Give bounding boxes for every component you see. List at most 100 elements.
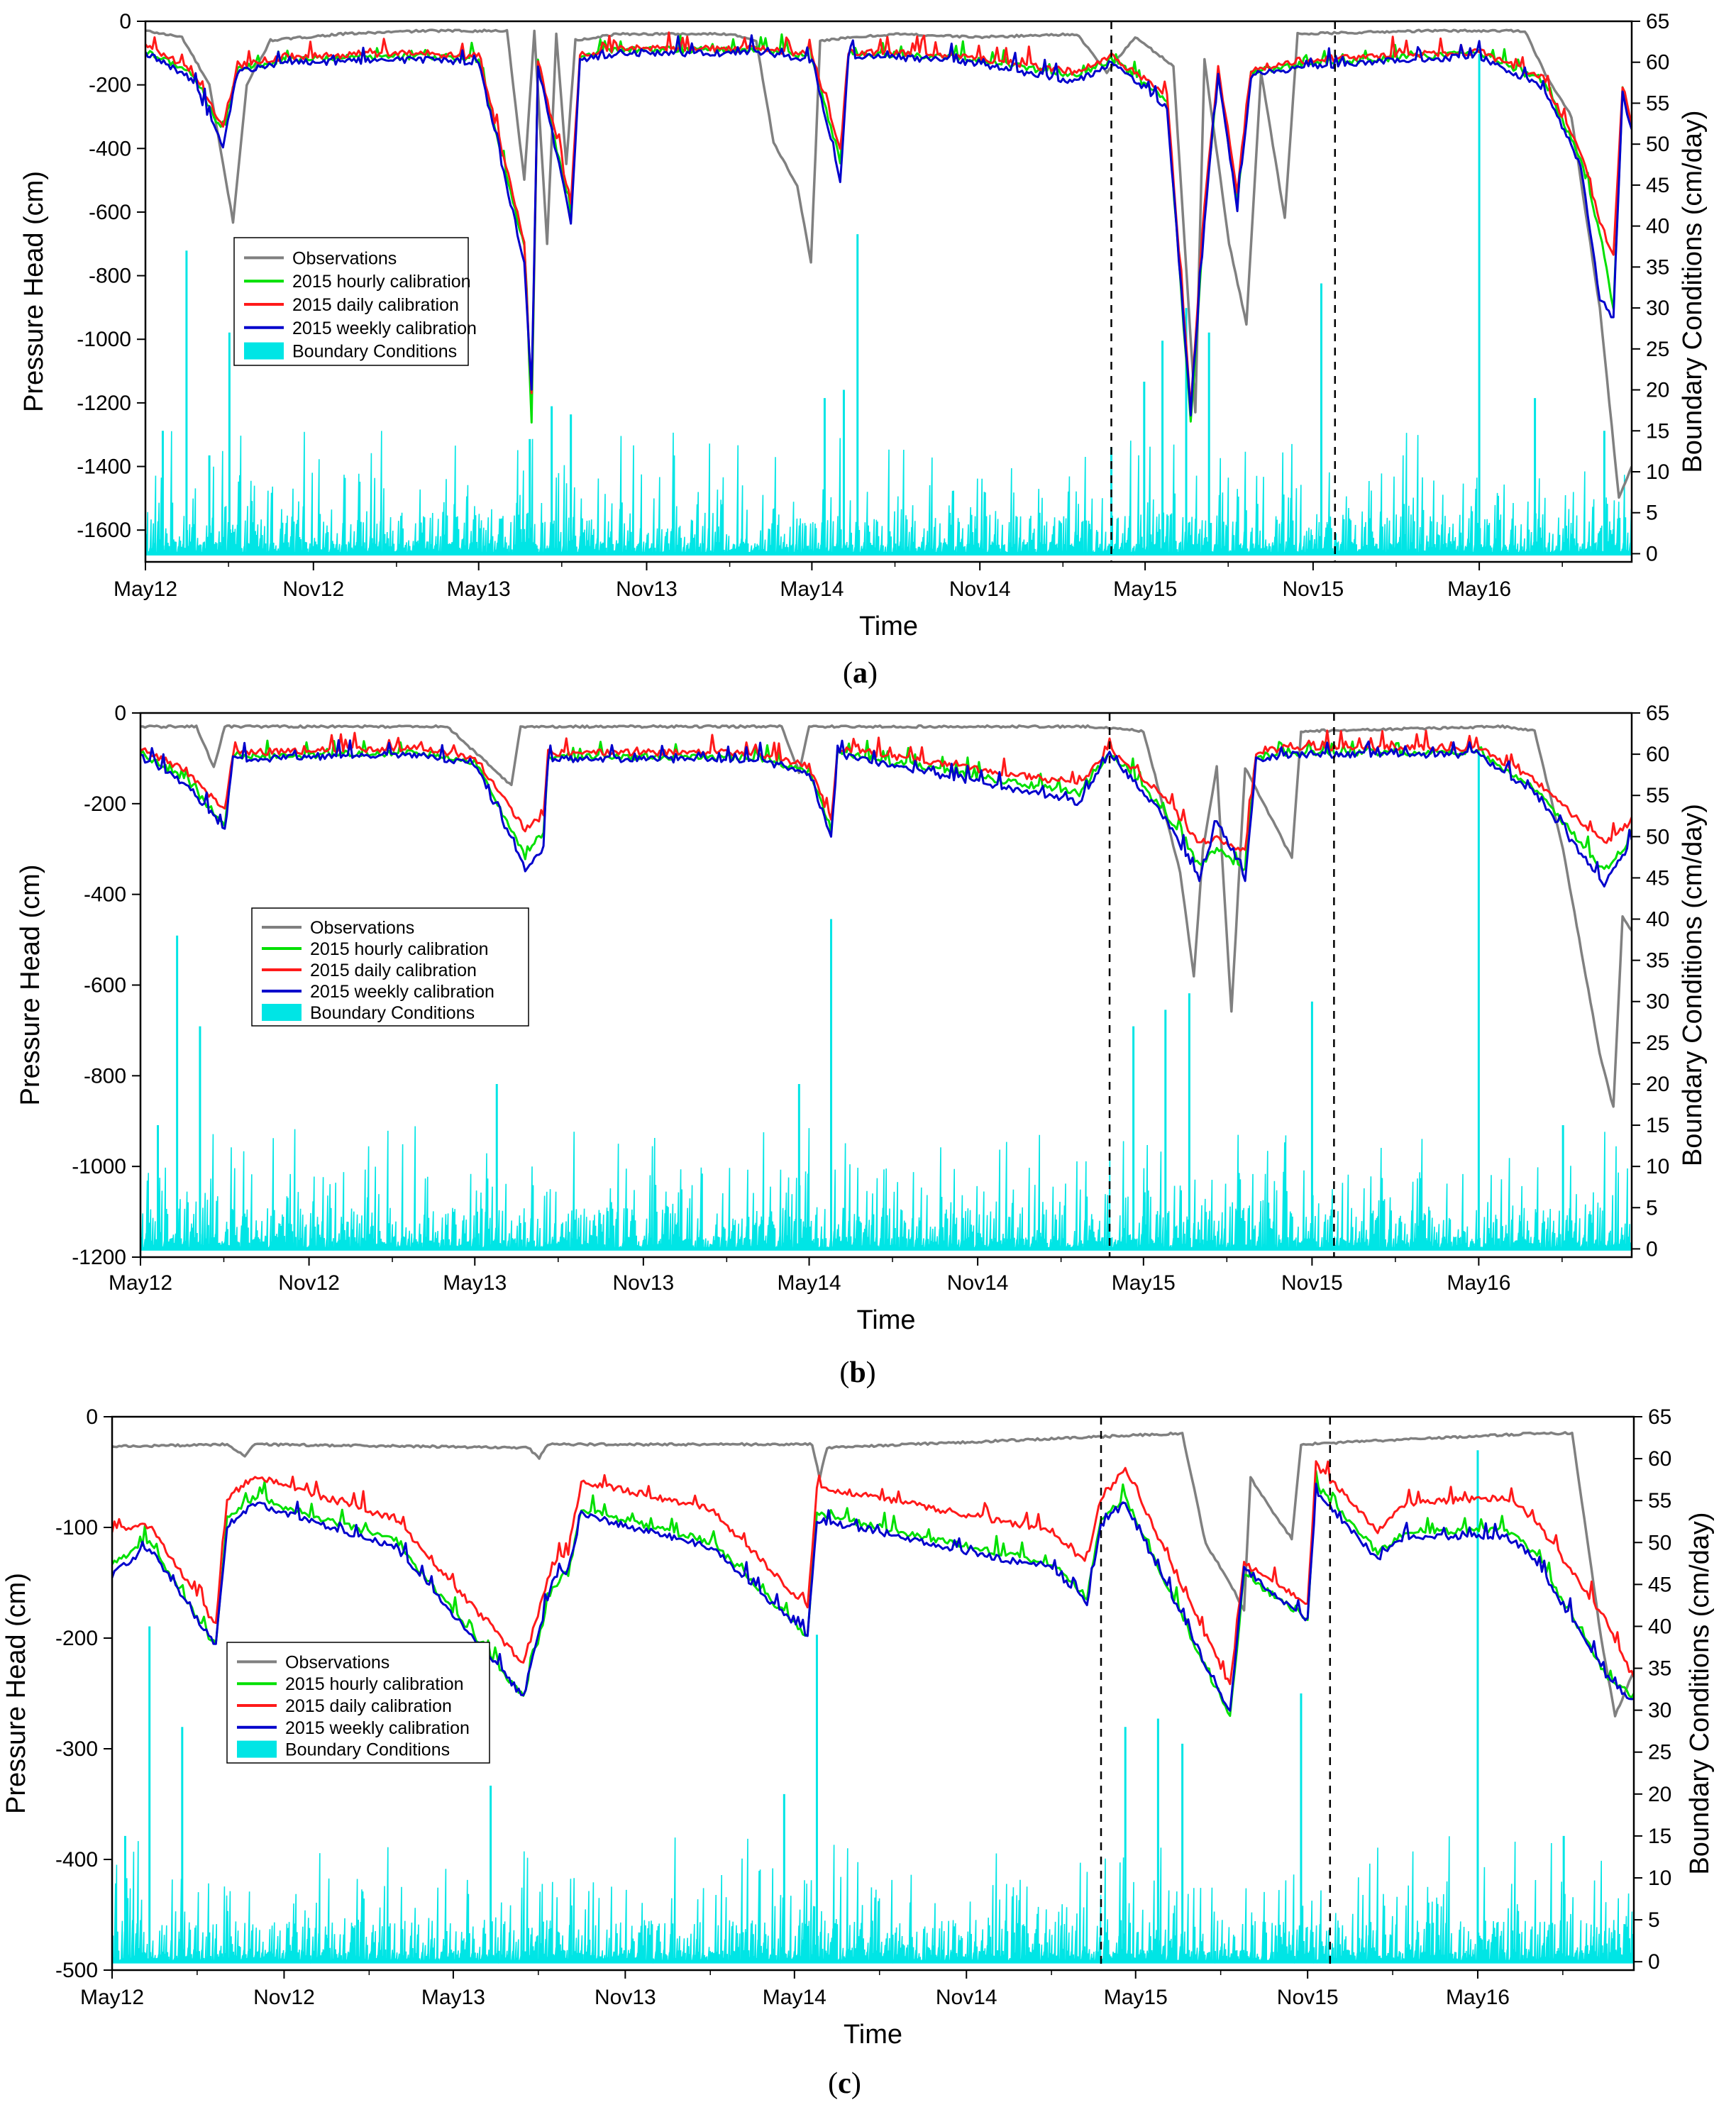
- x-tick-label: Nov14: [936, 1986, 997, 2009]
- y2-tick-label: 55: [1646, 92, 1669, 115]
- y2-tick-label: 15: [1646, 1114, 1669, 1137]
- plot-area: [112, 1431, 1634, 1964]
- legend-label-boundary: Boundary Conditions: [310, 1003, 475, 1023]
- y2-tick-label: 35: [1648, 1657, 1671, 1681]
- plot-frame: [144, 20, 1633, 563]
- y2-tick-label: 65: [1646, 702, 1669, 725]
- legend-label-daily: 2015 daily calibration: [292, 295, 459, 315]
- y-tick-label: -600: [89, 201, 131, 224]
- series-line-2015-daily-calibration: [112, 1460, 1634, 1686]
- series-line-2015-daily-calibration: [140, 729, 1632, 852]
- legend-label-observations: Observations: [310, 918, 414, 938]
- y2-tick-label: 30: [1646, 297, 1669, 320]
- y2-tick-label: 60: [1646, 743, 1669, 766]
- series-line-observations: [112, 1431, 1634, 1718]
- legend-swatch-boundary: [244, 342, 284, 360]
- x-tick-label: Nov15: [1277, 1986, 1339, 2009]
- x-tick-label: May13: [421, 1986, 485, 2009]
- y-tick-label: -400: [55, 1848, 98, 1872]
- y-tick-label: -200: [55, 1627, 98, 1650]
- y2-tick-label: 65: [1646, 10, 1669, 33]
- panel-label: (b): [839, 1356, 875, 1389]
- x-tick-label: May16: [1447, 577, 1511, 601]
- y2-tick-label: 50: [1648, 1531, 1671, 1554]
- series-line-2015-hourly-calibration: [140, 739, 1632, 872]
- y2-tick-label: 25: [1646, 1032, 1669, 1055]
- y-tick-label: -1000: [77, 328, 131, 351]
- y2-tick-label: 55: [1646, 784, 1669, 807]
- y2-tick-label: 45: [1648, 1573, 1671, 1596]
- y-tick-label: -200: [84, 792, 126, 816]
- boundary-conditions-bars: [145, 431, 1632, 556]
- y-tick-label: -800: [84, 1064, 126, 1088]
- y2-tick-label: 30: [1648, 1699, 1671, 1723]
- y2-tick-label: 45: [1646, 174, 1669, 197]
- y-tick-label: -300: [55, 1737, 98, 1761]
- y2-axis-title: Boundary Conditions (cm/day): [1685, 1512, 1715, 1874]
- y2-tick-label: 50: [1646, 825, 1669, 848]
- series-line-observations: [140, 724, 1632, 1108]
- y-tick-label: -1600: [77, 519, 131, 542]
- y-tick-label: -600: [84, 974, 126, 997]
- y-tick-label: -1200: [77, 392, 131, 415]
- y-tick-label: 0: [114, 702, 126, 725]
- y-axis-title: Pressure Head (cm): [16, 865, 45, 1106]
- y2-tick-label: 20: [1646, 1073, 1669, 1096]
- legend-label-observations: Observations: [292, 248, 397, 268]
- y-tick-label: 0: [86, 1405, 98, 1429]
- legend-label-hourly: 2015 hourly calibration: [285, 1674, 464, 1694]
- plot-area: [145, 28, 1632, 556]
- x-tick-label: Nov15: [1283, 577, 1344, 601]
- legend-swatch-boundary: [237, 1740, 277, 1758]
- y-tick-label: -400: [84, 883, 126, 907]
- y2-tick-label: 0: [1648, 1950, 1660, 1974]
- y2-tick-label: 0: [1646, 1237, 1658, 1261]
- x-tick-label: Nov15: [1281, 1271, 1343, 1295]
- y-tick-label: -100: [55, 1516, 98, 1539]
- plot-frame: [111, 1415, 1635, 1972]
- x-tick-label: May12: [114, 577, 177, 601]
- x-tick-label: Nov13: [616, 577, 678, 601]
- x-tick-label: Nov14: [949, 577, 1011, 601]
- series-line-2015-weekly-calibration: [140, 739, 1632, 888]
- y2-tick-label: 35: [1646, 255, 1669, 279]
- legend-label-boundary: Boundary Conditions: [285, 1740, 450, 1760]
- y-tick-label: 0: [119, 10, 131, 33]
- y2-tick-label: 15: [1646, 419, 1669, 443]
- y-tick-label: -400: [89, 137, 131, 160]
- y2-tick-label: 10: [1646, 1155, 1669, 1178]
- legend-label-hourly: 2015 hourly calibration: [310, 939, 489, 959]
- panel-label: (c): [828, 2067, 861, 2100]
- chart-panel-c: May12 Nov12 May13 Nov13 May14 Nov14 May15 Nov15…: [1, 1405, 1715, 2100]
- legend-label-observations: Observations: [285, 1652, 389, 1672]
- x-tick-label: May12: [109, 1271, 172, 1295]
- boundary-conditions-bars: [112, 1836, 1634, 1964]
- y2-tick-label: 10: [1646, 460, 1669, 484]
- y2-tick-label: 0: [1646, 542, 1658, 565]
- legend-label-weekly: 2015 weekly calibration: [292, 319, 477, 338]
- y2-axis-title: Boundary Conditions (cm/day): [1678, 804, 1708, 1166]
- legend-label-daily: 2015 daily calibration: [285, 1696, 452, 1716]
- y2-tick-label: 20: [1648, 1783, 1671, 1806]
- x-tick-label: May14: [780, 577, 844, 601]
- x-tick-label: May14: [763, 1986, 826, 2009]
- y-tick-label: -1200: [72, 1246, 126, 1269]
- legend-label-hourly: 2015 hourly calibration: [292, 272, 471, 292]
- x-tick-label: May16: [1447, 1271, 1510, 1295]
- x-tick-label: May13: [447, 577, 511, 601]
- x-axis-title: Time: [844, 2020, 902, 2050]
- series-line-2015-hourly-calibration: [112, 1469, 1634, 1718]
- y-axis-title: Pressure Head (cm): [1, 1573, 31, 1814]
- x-tick-label: May15: [1112, 1271, 1176, 1295]
- x-axis-title: Time: [859, 612, 918, 641]
- plot-area: [140, 724, 1632, 1251]
- y2-tick-label: 30: [1646, 990, 1669, 1014]
- x-tick-label: Nov12: [278, 1271, 340, 1295]
- legend-label-weekly: 2015 weekly calibration: [285, 1718, 470, 1738]
- legend-label-boundary: Boundary Conditions: [292, 342, 457, 362]
- x-tick-label: Nov12: [253, 1986, 315, 2009]
- chart-panel-b: May12 Nov12 May13 Nov13 May14 Nov14 May15 Nov15…: [16, 702, 1708, 1389]
